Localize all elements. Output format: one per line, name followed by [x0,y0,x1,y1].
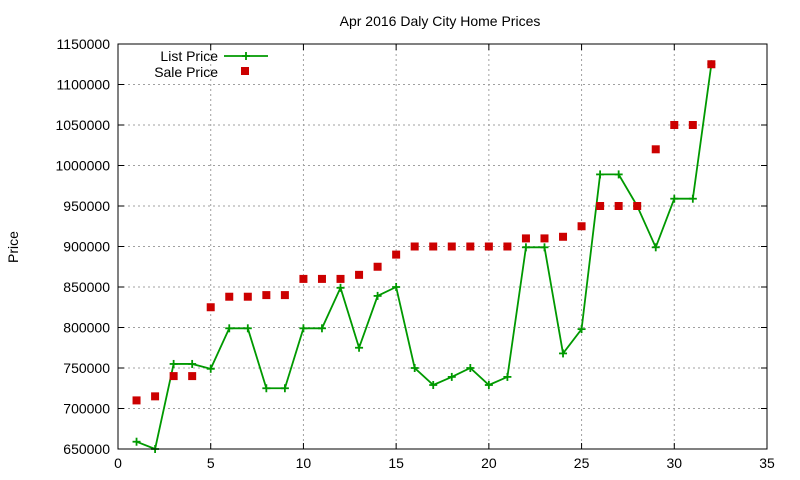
legend-label-sale-price: Sale Price [154,64,218,80]
sale-price-point [577,222,586,231]
list-price-point [447,372,456,381]
sale-price-point [188,372,197,381]
grid-lines [118,44,767,449]
list-price-point [392,283,401,291]
y-tick-label: 750000 [63,360,110,376]
list-price-point [299,324,308,333]
y-tick-label: 1150000 [57,36,111,52]
sale-price-point [317,274,326,283]
y-tick-label: 950000 [63,198,110,214]
list-price-point [429,381,438,390]
list-price-line [136,64,713,451]
sale-price-point [410,242,419,251]
sale-price-point [651,145,660,154]
sale-price-point [132,396,141,405]
x-tick-label: 15 [388,455,404,471]
list-price-point [540,243,549,252]
list-price-point [484,381,493,390]
list-price-point [466,364,475,372]
x-tick-label: 30 [666,455,682,471]
list-price-point [559,349,568,358]
sale-price-point [466,242,475,251]
list-price-point [355,343,364,352]
sale-price-point [429,242,438,251]
sale-price-point [206,303,215,312]
sale-price-point [447,242,456,251]
list-price-point [317,324,326,333]
axis-ticks: 0 5 10 15 20 25 30 35 650000 700000 750000 800000 85… [55,36,775,471]
sale-price-point [169,372,178,381]
sale-price-point [503,242,512,251]
sale-price-point [243,292,252,301]
series-layer [132,60,716,453]
list-price-point [651,243,660,252]
sale-price-point [484,242,493,251]
sale-price-point [688,121,697,129]
x-tick-label: 0 [114,455,122,471]
sale-price-point [225,292,234,301]
y-tick-label: 700000 [63,401,110,417]
sale-price-point [280,291,289,300]
y-tick-label: 1000000 [55,158,110,174]
y-tick-label: 650000 [63,441,110,457]
y-tick-label: 900000 [63,239,110,255]
list-price-point [188,359,197,368]
sale-price-point [373,262,382,271]
list-price-point [503,372,512,381]
legend-marker-sale-price [241,67,249,75]
list-price-point [280,384,289,393]
list-price-point [243,324,252,333]
sale-price-point [559,232,568,241]
x-tick-label: 10 [296,455,312,471]
list-price-point [614,170,623,179]
list-price-point [410,364,419,372]
sale-price-point [336,274,345,283]
list-price-point [373,291,382,300]
sale-price-point [262,291,271,300]
list-price-point [688,194,697,203]
list-price-point [169,359,178,368]
list-price-point [206,364,215,373]
list-price-point [577,325,586,334]
sale-price-point [707,60,716,69]
sale-price-point [355,270,364,279]
list-price-point [521,243,530,252]
sale-price-point [633,202,642,210]
list-price-point [596,170,605,179]
y-tick-label: 850000 [63,279,110,295]
x-tick-label: 35 [759,455,775,471]
y-axis-label: Price [5,231,21,263]
sale-price-point [151,392,160,401]
sale-price-point [521,234,530,243]
sale-price-point [299,274,308,283]
list-price-point [225,324,234,333]
x-tick-label: 5 [207,455,215,471]
y-tick-label: 1100000 [57,77,111,93]
list-price-point [336,283,345,292]
legend-cross [242,52,250,60]
sale-price-point [392,250,401,259]
sale-price-point [670,121,679,129]
sale-price-point [614,202,623,210]
legend: List Price Sale Price [154,48,268,80]
y-tick-label: 1050000 [55,117,110,133]
plot-frame [117,43,768,450]
list-price-point [132,437,141,446]
legend-marker-list-price [242,52,250,60]
sale-price-point [540,234,549,243]
list-price-point [262,384,271,393]
chart-title: Apr 2016 Daly City Home Prices [340,13,541,29]
list-price-point [670,194,679,203]
x-tick-label: 20 [481,455,497,471]
sale-price-point [596,202,605,210]
legend-label-list-price: List Price [160,48,218,64]
x-tick-label: 25 [574,455,590,471]
y-tick-label: 800000 [63,320,110,336]
